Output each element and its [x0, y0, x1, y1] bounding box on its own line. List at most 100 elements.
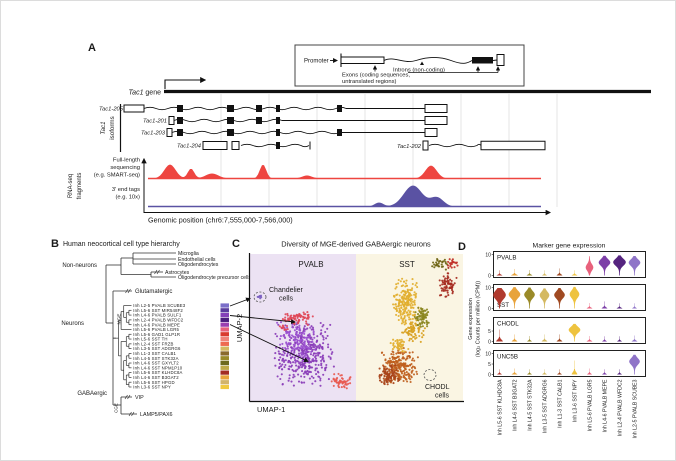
leaf-label: Inh L4-6 SST NPM1P10	[133, 365, 182, 370]
hierarchy-to-umap-arrows	[229, 297, 309, 363]
leaf-color-chip	[220, 375, 229, 380]
dendrogram-trunk	[105, 252, 176, 415]
leaf-color-chip	[220, 356, 229, 361]
dendrogram-leaf: Inh L2-4 SST FRZB	[133, 341, 229, 346]
umap-x-label: UMAP-1	[257, 405, 285, 414]
leaf-color-chip	[220, 341, 229, 346]
leaf-color-chip	[220, 327, 229, 332]
leaf-label: Inh L5-6 SST KLHDC8A	[133, 370, 182, 375]
panel-b-label: B	[51, 238, 59, 250]
umap-cluster-pvalb-red-right	[330, 372, 352, 390]
pvalb-region-label: PVALB	[298, 260, 323, 269]
non-neurons-label: Non-neurons	[62, 263, 97, 269]
dendrogram-leaf: Inh L4-6 SST B3GAT2	[133, 375, 229, 380]
violin-tick-label: 0	[488, 372, 491, 378]
violin-tick-label: 0	[488, 339, 491, 345]
intron-wave	[383, 56, 473, 64]
isoform-name: Tac1-204	[177, 144, 201, 150]
dendrogram-leaf: Inh L5-6 GAD1 GLP1R	[133, 332, 229, 337]
exons-label-line2: untranslated regions)	[342, 79, 397, 85]
violin-category-label: Inh L3-6 SST NPY	[573, 379, 579, 422]
panel-b-title: Human neocortical cell type hierarchy	[63, 241, 180, 248]
leaf-color-chip	[220, 312, 229, 318]
isoform-models	[123, 104, 546, 151]
dendrogram-leaf: Inh L1-3 SST CALB1	[133, 351, 229, 356]
leaf-color-chip	[220, 303, 229, 308]
cge-clade-label: CGE	[114, 403, 119, 413]
transcription-start-arrow	[164, 76, 207, 89]
leaf-label: Inh L4-5 SST STK32A	[133, 356, 178, 361]
dendrogram-leaf: Inh L5-6 PVALB LGR5	[133, 327, 229, 332]
umap-cluster-sst-darkolive-top	[431, 257, 449, 271]
isoform-name: Tac1-203	[141, 131, 166, 137]
leaf-label: Inh L2-5 PVALB SCUBE3	[133, 303, 185, 308]
leaf-color-chip	[220, 351, 229, 356]
glutamatergic-label: Glutamatergic	[135, 289, 172, 295]
violin-category-label: Inh L4-5 SST STK32A	[528, 379, 534, 431]
leaf-label: Inh L4-6 PVALB MEPE	[133, 322, 180, 327]
violin-plots: PVALB 0 10 SST 0 10 CHODL 0 5 UNC5B 0 5 10 Inh L5-6 S…	[485, 251, 646, 439]
leaf-color-chip	[220, 336, 229, 342]
violin-row-sst: SST 0 10	[485, 284, 646, 312]
umap-cluster-sst-darkred-top	[438, 266, 458, 298]
umap-cluster-sst-gold	[392, 277, 421, 326]
rnaseq-axis-label-1: RNA-seq	[68, 174, 74, 198]
non-neuron-leaf: Oligodendrocytes	[178, 262, 219, 268]
isoforms-axis-label-1: Tac1	[100, 121, 107, 134]
leaf-color-chip	[220, 346, 229, 351]
leaf-label: Inh L2-4 PVALB WFDC2	[133, 317, 183, 322]
leaf-color-chip	[220, 384, 229, 390]
chodl-label-2: cells	[435, 393, 450, 400]
dendrogram-leaf: Inh L4-6 SST GXYLT2	[133, 361, 229, 366]
violin-row-chodl: CHODL 0 5	[488, 317, 646, 345]
umap-cluster-pvalb-red-spot	[278, 324, 289, 331]
leaf-label: Inh L5-6 SST MIR548F2	[133, 308, 183, 313]
dendrogram-leaf: Inh L3-6 SST NPY	[133, 385, 229, 390]
violin-category-label: Inh L1-3 SST CALB1	[558, 379, 564, 427]
cge-leaf: VIP	[135, 395, 144, 401]
genomic-axis-label: Genomic position (chr6:7,555,000-7,566,0…	[148, 216, 293, 225]
chandelier-label-1: Chandelier	[269, 287, 304, 294]
umap-y-label: UMAP-2	[235, 314, 244, 342]
panel-d: D Marker gene expression Gene expression…	[458, 241, 646, 439]
violin-tick-label: 5	[488, 362, 491, 368]
umap-scatter	[256, 257, 459, 390]
chodl-label-1: CHODL	[425, 384, 450, 391]
isoform-name: Tac1-201	[143, 119, 167, 125]
violin-category-label: Inh L4-6 SST B3GAT2	[513, 379, 519, 431]
leaf-label: Inh L5-6 SST HPGD	[133, 380, 174, 385]
chodl-circle	[423, 369, 437, 381]
leaf-color-chip	[220, 365, 229, 370]
umap-cluster-sst-rust-deep	[378, 364, 401, 386]
violin-tick-label: 0	[488, 273, 491, 279]
leaf-label: Inh L3-6 SST NPY	[133, 385, 171, 390]
last-exon-box	[496, 54, 505, 66]
exons-label-line1: Exons (coding sequences,	[342, 73, 410, 79]
isoform-name: Tac1-202	[397, 144, 422, 150]
violin-tick-label: 5	[488, 329, 491, 335]
track2-label-1: 3' end tags	[112, 187, 140, 193]
violin-tick-label: 10	[485, 351, 491, 357]
violin-category-label: Inh L2-5 PVALB SCUBE3	[633, 379, 639, 438]
leaf-label: Inh L4-6 SST B3GAT2	[133, 375, 179, 380]
panel-c-title: Diversity of MGE-derived GABAergic neuro…	[281, 240, 431, 249]
isoforms-axis-label-2: isoforms	[109, 116, 116, 139]
panel-d-title: Marker gene expression	[533, 243, 606, 250]
leaf-label: Inh L5-6 GAD1 GLP1R	[133, 332, 180, 337]
gene-model-legend: Promoter Introns (non-coding) Exons (cod…	[294, 44, 525, 87]
umap-cluster-pvalb-red-top	[281, 311, 314, 327]
chandelier-label-2: cells	[279, 296, 294, 303]
panel-a-label: A	[88, 42, 96, 54]
dendrogram-leaf: Inh L5-6 SST TH	[133, 337, 229, 342]
non-neuron-leaf: Oligodendrocyte precursor cells	[178, 275, 251, 281]
dendrogram-leaf: Inh L2-5 PVALB SCUBE3	[133, 303, 229, 308]
rnaseq-block: RNA-seq fragments Full-length sequencing…	[68, 158, 552, 225]
dendrogram-leaf: Inh L4-6 SST NPM1P10	[133, 365, 229, 370]
leaf-label: Inh L1-3 SST CALB1	[133, 351, 176, 356]
leaf-color-chip	[220, 322, 229, 327]
umap-cluster-sst-gold-2	[401, 317, 426, 343]
violin-row-unc5b: UNC5B 0 5 10	[485, 350, 646, 378]
track2-label-2: (e.g. 10x)	[116, 195, 141, 201]
